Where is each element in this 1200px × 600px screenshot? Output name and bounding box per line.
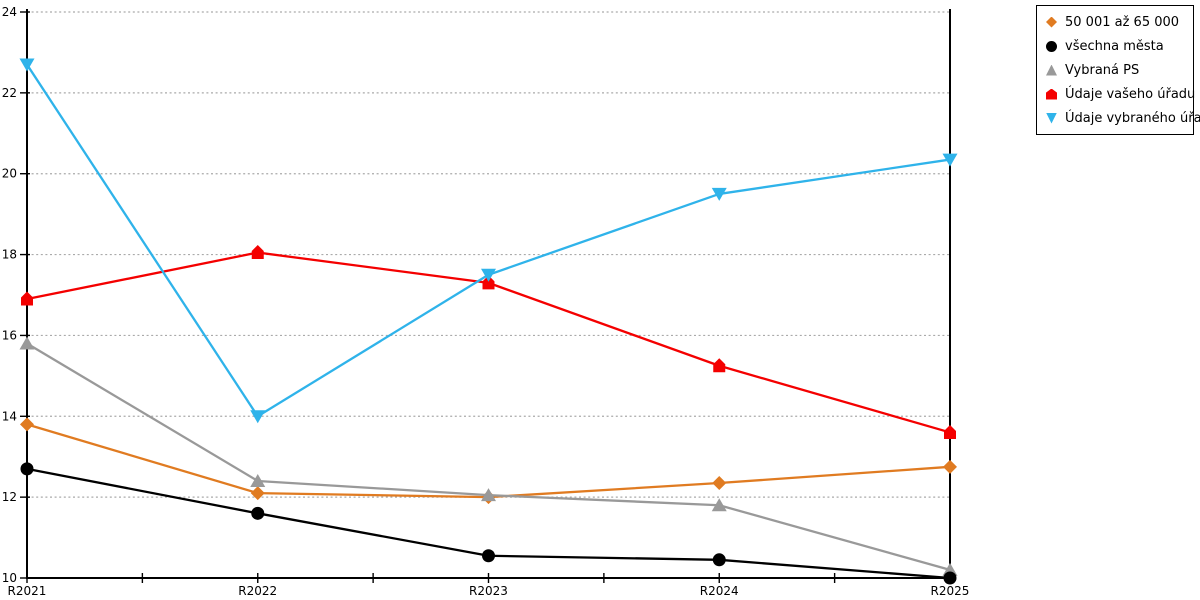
legend-item: Vybraná PS [1046, 64, 1193, 77]
data-point-marker [19, 336, 35, 350]
legend-label: všechna města [1065, 38, 1164, 54]
y-tick-label: 20 [2, 167, 17, 181]
data-point-marker [250, 473, 266, 487]
x-tick-label: R2024 [700, 584, 739, 598]
series-line-0 [26, 423, 951, 499]
y-tick-label: 16 [2, 328, 17, 342]
data-point-marker [943, 571, 957, 585]
y-tick-label: 10 [2, 571, 17, 585]
diamond-marker-icon [1046, 16, 1057, 28]
legend-item: všechna města [1046, 40, 1193, 53]
series-line-4 [26, 63, 951, 418]
legend-item: 50 001 až 65 000 [1046, 16, 1193, 29]
data-point-marker [250, 410, 266, 424]
house-marker-icon [1046, 88, 1057, 100]
legend-label: Údaje vybraného úřadu [1065, 110, 1200, 126]
series-line-2 [26, 342, 951, 572]
x-tick-label: R2023 [469, 584, 508, 598]
data-point-marker [251, 506, 265, 520]
y-tick-label: 24 [2, 5, 17, 19]
data-point-marker [481, 488, 496, 502]
data-point-marker [712, 553, 726, 567]
y-tick-label: 18 [2, 248, 17, 262]
data-point-marker [19, 58, 35, 72]
legend-label: Vybraná PS [1065, 62, 1140, 78]
x-tick-label: R2022 [238, 584, 277, 598]
triangle-down-marker-icon [1046, 112, 1057, 124]
data-point-marker [482, 275, 495, 290]
x-tick-label: R2025 [931, 584, 970, 598]
data-point-marker [250, 486, 265, 501]
data-point-marker [482, 549, 495, 563]
legend-item: Údaje vašeho úřadu [1046, 86, 1196, 102]
legend: 50 001 až 65 000 všechna města Vybraná P… [1036, 5, 1200, 135]
data-point-marker [944, 424, 956, 439]
data-point-marker [711, 187, 727, 201]
triangle-up-marker-icon [1046, 64, 1057, 76]
legend-label: 50 001 až 65 000 [1065, 14, 1180, 30]
data-point-marker [942, 153, 958, 167]
y-tick-label: 22 [2, 86, 17, 100]
data-point-marker [20, 462, 34, 476]
data-point-marker [20, 417, 34, 432]
data-point-marker [712, 475, 727, 490]
y-tick-label: 12 [2, 490, 17, 504]
data-point-marker [942, 562, 958, 576]
data-point-marker [251, 245, 264, 260]
data-point-marker [943, 459, 957, 474]
legend-label: Údaje vašeho úřadu [1065, 86, 1196, 102]
data-point-marker [713, 358, 726, 373]
data-point-marker [711, 498, 727, 512]
circle-marker-icon [1046, 40, 1057, 52]
data-point-marker [21, 291, 33, 306]
x-tick-label: R2021 [8, 584, 47, 598]
y-tick-label: 14 [2, 409, 17, 423]
data-point-marker [481, 268, 496, 282]
legend-item: Údaje vybraného úřadu [1046, 112, 1200, 125]
